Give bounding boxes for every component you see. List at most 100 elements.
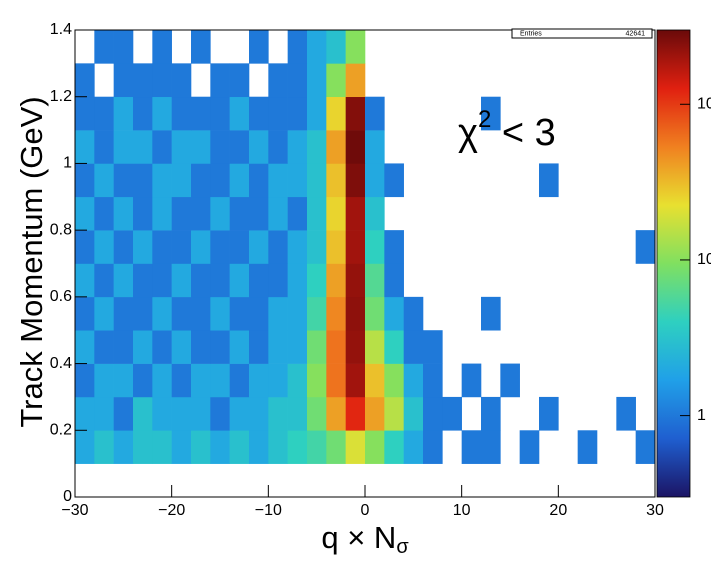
cell: [403, 330, 424, 364]
z-tick-label: 1: [697, 407, 706, 424]
x-tick-label: −20: [158, 502, 185, 519]
cell: [210, 430, 230, 464]
cell: [423, 330, 443, 364]
cell: [133, 330, 153, 364]
cell: [249, 430, 269, 464]
cell: [345, 296, 366, 331]
cell: [519, 430, 540, 464]
cell: [171, 296, 192, 331]
cell: [423, 363, 443, 398]
cell: [75, 63, 95, 98]
cell: [249, 130, 269, 164]
cell: [326, 63, 346, 98]
cell: [326, 130, 346, 164]
cell: [345, 96, 366, 131]
cell: [152, 396, 172, 431]
cell: [75, 96, 95, 131]
cell: [229, 96, 250, 131]
cell: [229, 263, 250, 298]
cell: [229, 130, 250, 164]
cell: [307, 263, 327, 298]
cell: [345, 163, 366, 198]
cell: [307, 330, 327, 364]
cell: [442, 396, 462, 431]
annotation-sup: 2: [478, 106, 491, 133]
cell: [268, 230, 288, 264]
cell: [113, 96, 134, 131]
cell: [326, 163, 346, 198]
cell: [307, 96, 327, 131]
cell: [307, 230, 327, 264]
cell: [133, 130, 153, 164]
cell: [249, 30, 269, 64]
cell: [152, 96, 172, 131]
cell: [365, 130, 385, 164]
cell: [171, 196, 192, 231]
cell: [75, 196, 95, 231]
cell: [133, 263, 153, 298]
cell: [307, 296, 327, 331]
cell: [94, 30, 114, 64]
cell: [171, 130, 192, 164]
cell: [287, 230, 308, 264]
cell: [113, 30, 134, 64]
cell: [191, 196, 211, 231]
cell: [171, 163, 192, 198]
cell: [326, 430, 346, 464]
cell: [94, 96, 114, 131]
cell: [152, 363, 172, 398]
cell: [133, 430, 153, 464]
y-tick-label: 1.2: [50, 88, 72, 105]
cell: [384, 296, 404, 331]
cell: [384, 163, 404, 198]
cell: [133, 196, 153, 231]
cell: [191, 263, 211, 298]
y-tick-label: 0.2: [50, 422, 72, 439]
cell: [210, 230, 230, 264]
cell: [152, 163, 172, 198]
cell: [191, 230, 211, 264]
cell: [94, 363, 114, 398]
cell: [210, 163, 230, 198]
cell: [191, 30, 211, 64]
cell: [210, 63, 230, 98]
cell: [152, 263, 172, 298]
cell: [481, 396, 501, 431]
cell: [229, 296, 250, 331]
cell: [229, 363, 250, 398]
cell: [365, 230, 385, 264]
cell: [326, 330, 346, 364]
cell: [326, 230, 346, 264]
cell: [133, 296, 153, 331]
cell: [403, 363, 424, 398]
cell: [461, 430, 482, 464]
cell: [481, 430, 501, 464]
cell: [152, 130, 172, 164]
cell: [94, 196, 114, 231]
cell: [481, 296, 501, 331]
cell: [635, 230, 656, 264]
cell: [152, 330, 172, 364]
y-tick-label: 0: [63, 488, 72, 505]
cell: [287, 130, 308, 164]
cell: [152, 296, 172, 331]
cell: [539, 163, 559, 198]
cell: [287, 430, 308, 464]
cell: [191, 130, 211, 164]
cell: [249, 96, 269, 131]
cell: [365, 163, 385, 198]
cell: [113, 330, 134, 364]
cell: [249, 396, 269, 431]
z-tick-label: 10: [697, 251, 711, 268]
cell: [326, 396, 346, 431]
cell: [461, 363, 482, 398]
cell: [133, 63, 153, 98]
cell: [171, 230, 192, 264]
cell: [191, 396, 211, 431]
cell: [152, 63, 172, 98]
cell: [94, 230, 114, 264]
cell: [365, 296, 385, 331]
cell: [229, 163, 250, 198]
cell: [171, 263, 192, 298]
cell: [345, 196, 366, 231]
